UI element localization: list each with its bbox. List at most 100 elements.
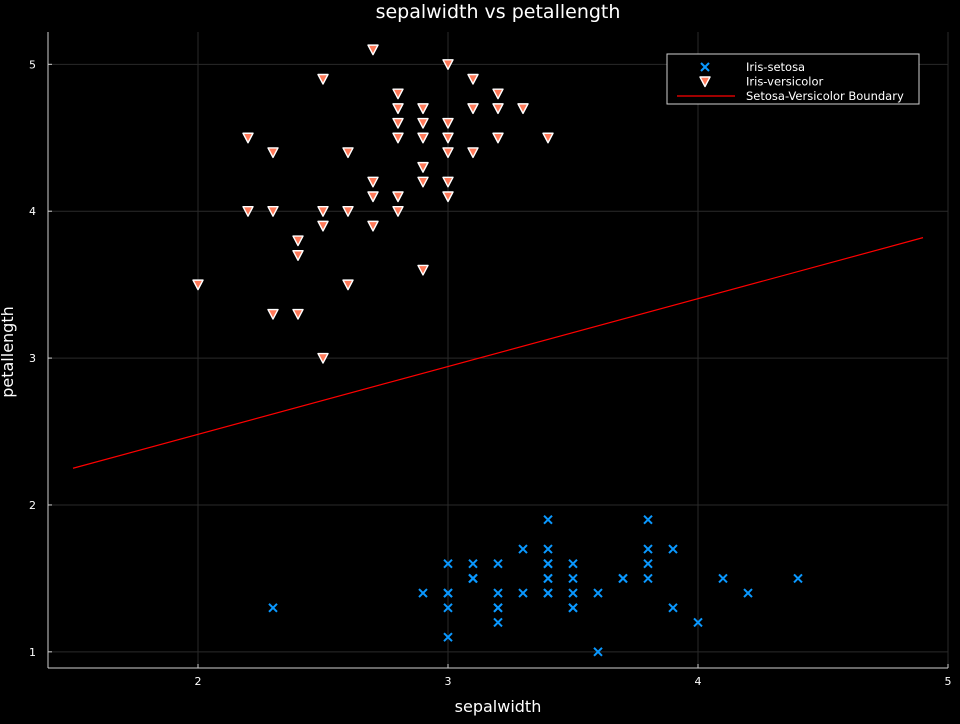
data-point bbox=[543, 544, 553, 554]
legend-label: Iris-setosa bbox=[746, 60, 805, 74]
x-marker-stroke bbox=[643, 573, 653, 584]
x-marker-stroke bbox=[618, 573, 628, 584]
legend-label: Setosa-Versicolor Boundary bbox=[746, 89, 904, 103]
data-point bbox=[417, 264, 429, 276]
x-marker-stroke bbox=[718, 573, 728, 584]
data-point bbox=[442, 117, 454, 129]
data-point bbox=[468, 573, 478, 584]
data-point bbox=[417, 176, 429, 188]
series-iris-versicolor bbox=[192, 44, 554, 364]
axes bbox=[47, 32, 949, 669]
data-point bbox=[543, 514, 553, 525]
x-marker-stroke bbox=[493, 559, 503, 569]
data-point bbox=[392, 132, 404, 144]
x-marker-stroke bbox=[493, 617, 503, 628]
data-point bbox=[668, 603, 678, 613]
data-point bbox=[317, 73, 329, 85]
data-point bbox=[542, 132, 554, 144]
data-point bbox=[693, 617, 703, 628]
x-marker-stroke bbox=[543, 544, 553, 554]
data-point bbox=[492, 132, 504, 144]
data-point bbox=[593, 588, 603, 598]
data-point bbox=[442, 176, 454, 188]
data-point bbox=[568, 573, 578, 584]
data-point bbox=[242, 205, 254, 217]
data-point bbox=[268, 603, 278, 613]
y-tick-label: 1 bbox=[29, 646, 36, 659]
tick-labels: 2 3 4 5 1 2 3 4 5 bbox=[29, 58, 952, 688]
data-point bbox=[342, 205, 354, 217]
y-tick-label: 5 bbox=[29, 58, 36, 71]
data-point bbox=[267, 147, 279, 159]
data-point bbox=[517, 103, 529, 115]
legend-label: Iris-versicolor bbox=[746, 75, 824, 89]
data-point bbox=[743, 588, 753, 598]
x-marker-stroke bbox=[543, 588, 553, 598]
x-marker-stroke bbox=[700, 62, 710, 72]
x-marker-stroke bbox=[443, 632, 453, 642]
data-point bbox=[593, 647, 603, 657]
data-point bbox=[618, 573, 628, 584]
data-point bbox=[643, 514, 653, 525]
data-point bbox=[342, 279, 354, 291]
x-marker-stroke bbox=[493, 588, 503, 598]
x-tick-label: 2 bbox=[195, 675, 202, 688]
x-marker-stroke bbox=[793, 573, 803, 584]
x-marker-stroke bbox=[543, 573, 553, 584]
data-point bbox=[267, 205, 279, 217]
data-point bbox=[568, 559, 578, 569]
y-tick-label: 3 bbox=[29, 352, 36, 365]
x-marker-stroke bbox=[643, 559, 653, 569]
x-marker-stroke bbox=[568, 573, 578, 584]
data-point bbox=[568, 603, 578, 613]
data-point bbox=[568, 588, 578, 598]
data-series bbox=[72, 44, 924, 657]
x-axis-label: sepalwidth bbox=[455, 697, 542, 716]
data-point bbox=[292, 235, 304, 247]
data-point bbox=[793, 573, 803, 584]
x-marker-stroke bbox=[443, 559, 453, 569]
data-point bbox=[317, 205, 329, 217]
data-point bbox=[442, 191, 454, 203]
data-point bbox=[392, 191, 404, 203]
data-point bbox=[543, 588, 553, 598]
y-tick-label: 2 bbox=[29, 499, 36, 512]
legend-marker-symbol bbox=[700, 62, 710, 72]
data-point bbox=[317, 220, 329, 232]
data-point bbox=[192, 279, 204, 291]
x-marker-stroke bbox=[543, 559, 553, 569]
data-point bbox=[417, 161, 429, 173]
data-point bbox=[392, 103, 404, 115]
x-marker-stroke bbox=[668, 603, 678, 613]
x-marker-stroke bbox=[518, 588, 528, 598]
data-point bbox=[467, 103, 479, 115]
data-point bbox=[493, 559, 503, 569]
data-point bbox=[392, 117, 404, 129]
x-marker-stroke bbox=[268, 603, 278, 613]
data-point bbox=[443, 588, 453, 598]
data-point bbox=[367, 44, 379, 56]
series-setosa-versicolor-boundary bbox=[72, 237, 924, 469]
x-marker-stroke bbox=[418, 588, 428, 598]
x-marker-stroke bbox=[643, 544, 653, 554]
x-tick-label: 4 bbox=[695, 675, 702, 688]
data-point bbox=[292, 308, 304, 320]
data-point bbox=[443, 603, 453, 613]
x-marker-stroke bbox=[443, 603, 453, 613]
data-point bbox=[493, 617, 503, 628]
data-point bbox=[543, 559, 553, 569]
data-point bbox=[417, 117, 429, 129]
data-point bbox=[442, 147, 454, 159]
data-point bbox=[367, 191, 379, 203]
x-marker-stroke bbox=[443, 588, 453, 598]
data-point bbox=[367, 220, 379, 232]
data-point bbox=[643, 544, 653, 554]
legend-marker-symbol bbox=[699, 76, 711, 88]
data-point bbox=[342, 147, 354, 159]
data-point bbox=[442, 59, 454, 71]
data-point bbox=[518, 544, 528, 554]
data-point bbox=[267, 308, 279, 320]
data-point bbox=[443, 559, 453, 569]
data-point bbox=[643, 573, 653, 584]
